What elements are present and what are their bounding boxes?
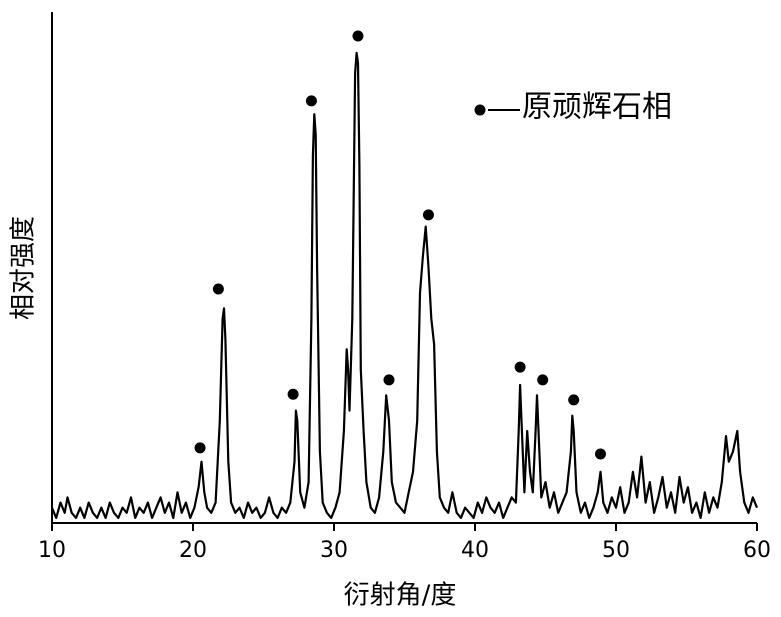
phase-marker: [423, 209, 434, 220]
x-tick-label: 50: [602, 538, 630, 563]
phase-marker: [306, 95, 317, 106]
phase-marker: [352, 31, 363, 42]
phase-marker: [195, 442, 206, 453]
x-tick-label: 30: [320, 538, 348, 563]
phase-marker: [213, 283, 224, 294]
x-axis-label: 衍射角/度: [344, 581, 457, 611]
legend-label: 原顽辉石相: [522, 90, 672, 125]
x-tick-label: 40: [461, 538, 489, 563]
phase-marker: [595, 449, 606, 460]
phase-marker: [288, 389, 299, 400]
legend-symbol: [475, 105, 486, 116]
phase-marker: [568, 394, 579, 405]
y-axis-label: 相对强度: [9, 216, 39, 320]
phase-marker: [515, 362, 526, 373]
phase-marker: [383, 374, 394, 385]
phase-marker: [537, 374, 548, 385]
x-tick-label: 20: [179, 538, 207, 563]
x-tick-label: 10: [38, 538, 66, 563]
chart: 衍射角/度 相对强度 原顽辉石相 10 20 30 40 50 60: [0, 0, 781, 617]
x-tick-label: 60: [743, 538, 771, 563]
